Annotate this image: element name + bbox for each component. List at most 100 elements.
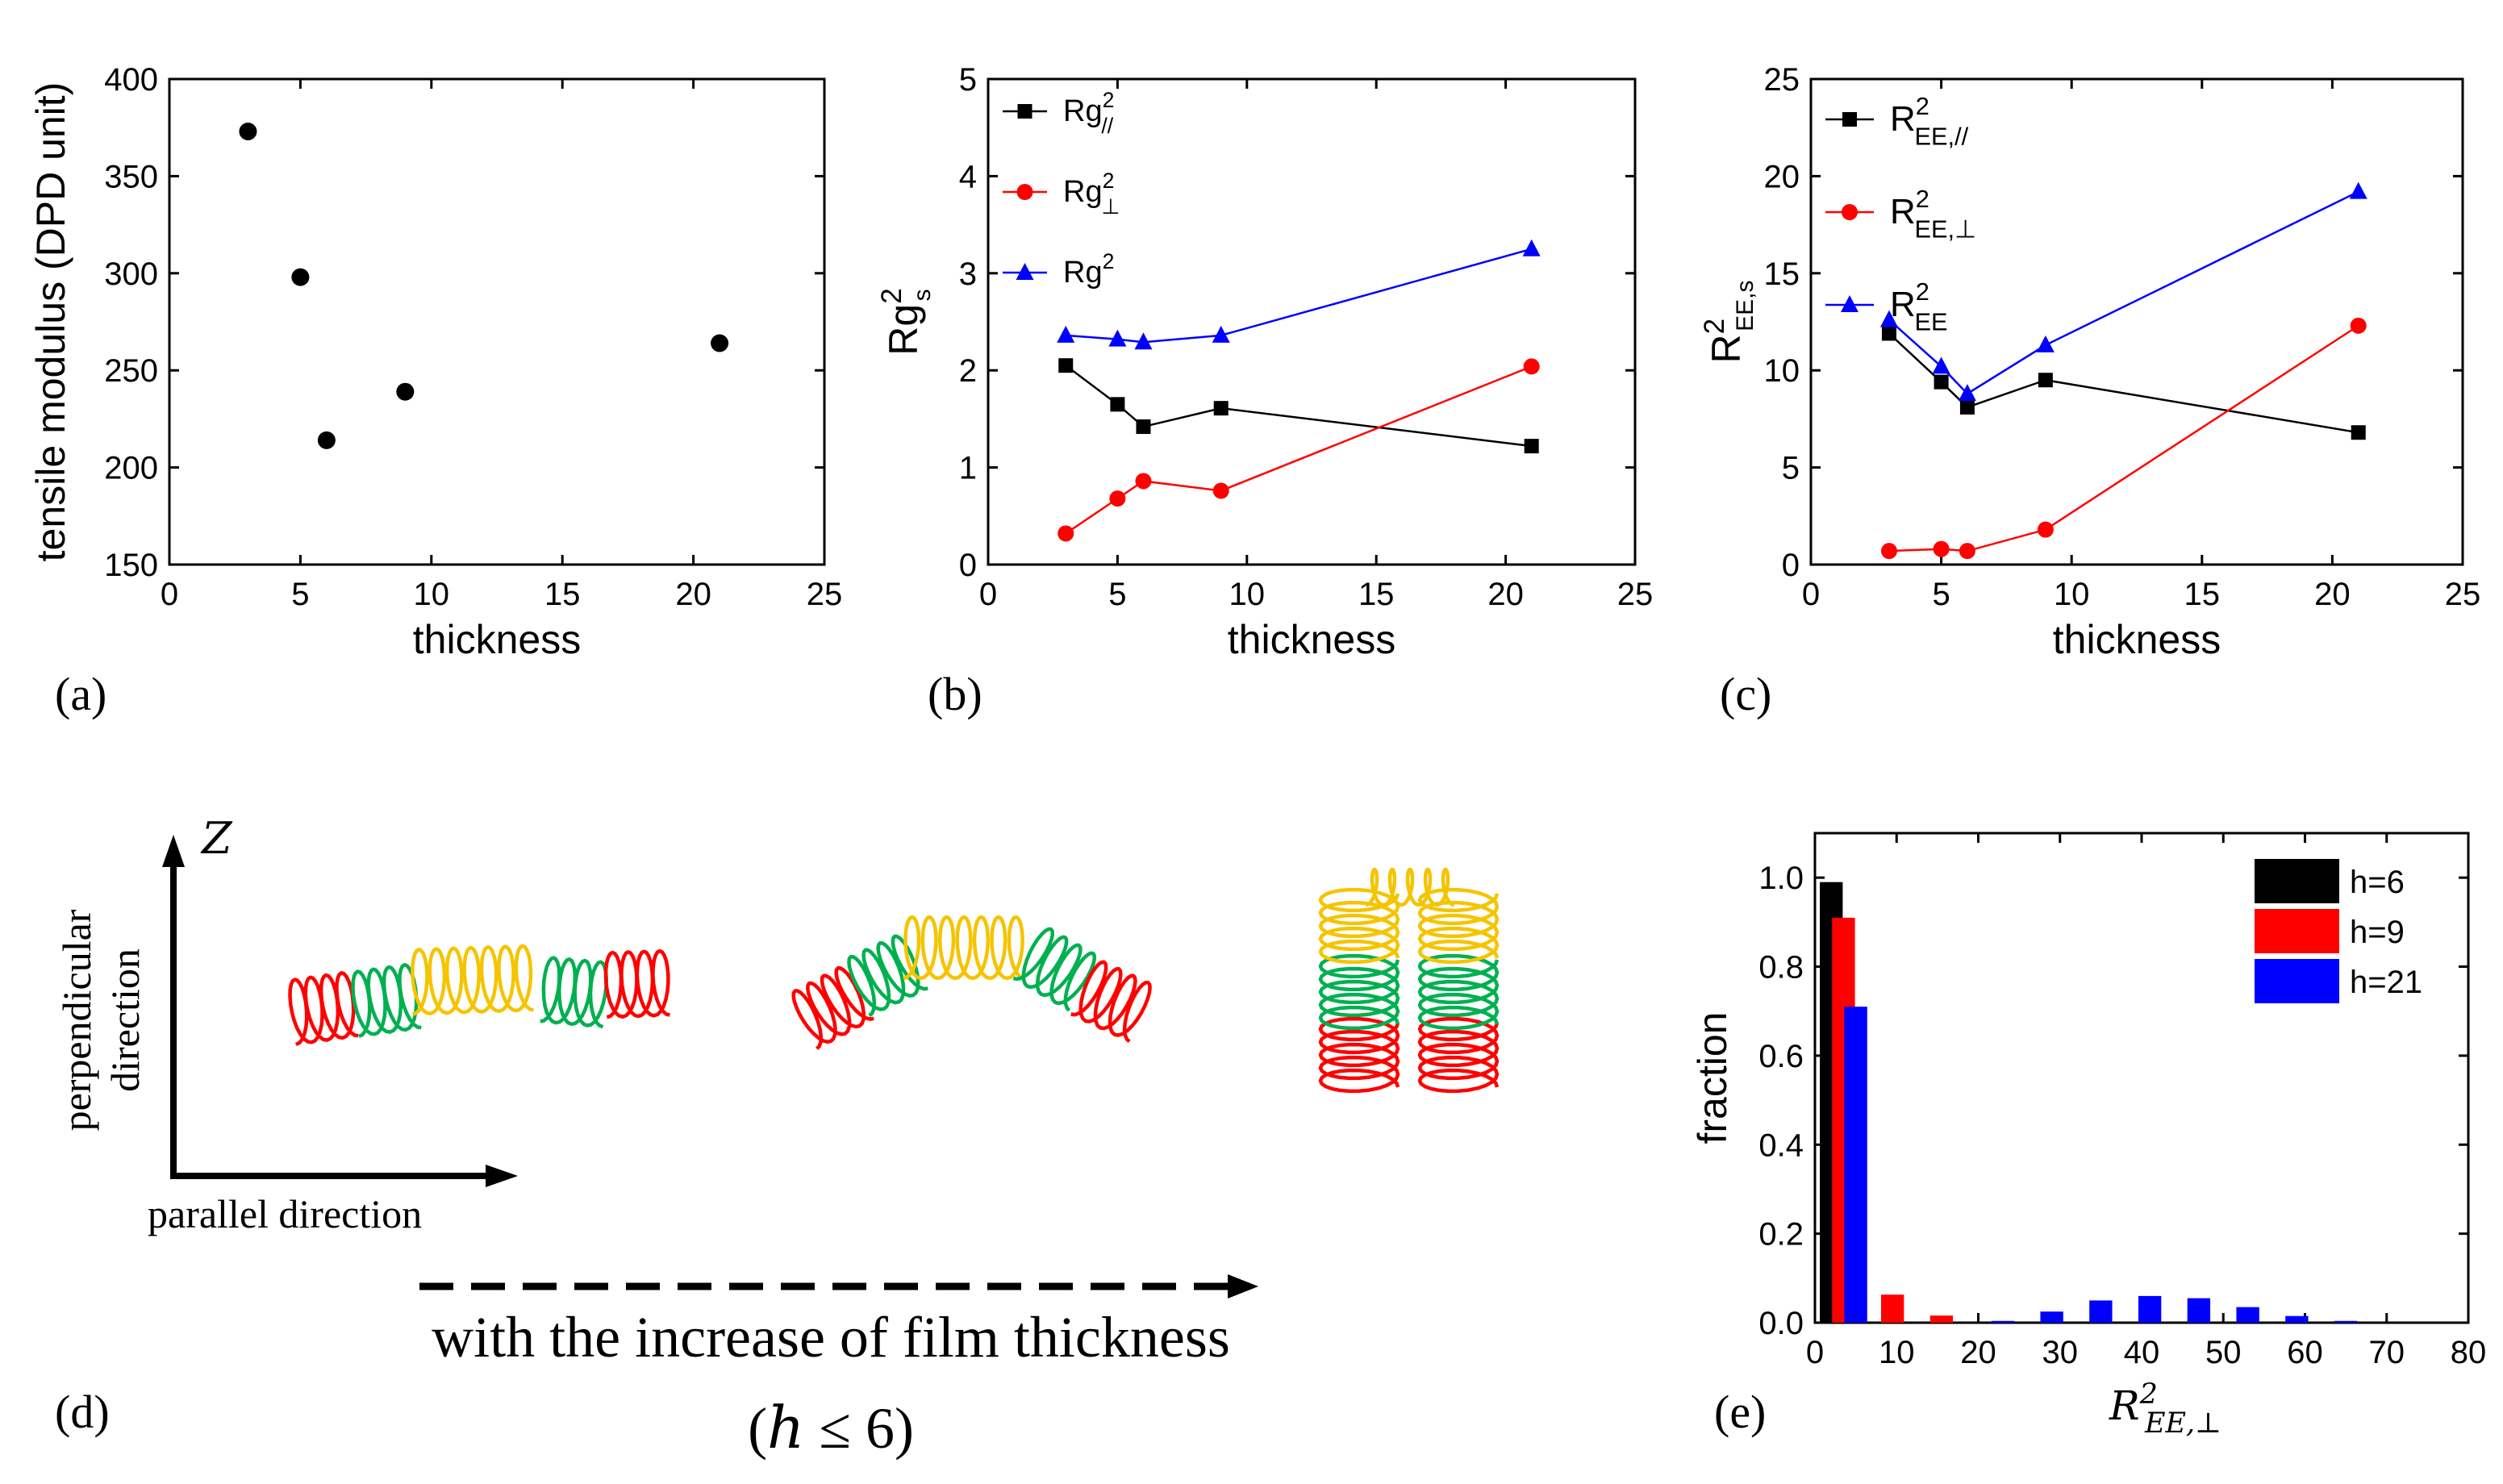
y-tick-label: 0.6 xyxy=(1758,1039,1804,1074)
x-axis-title: thickness xyxy=(1228,617,1395,662)
data-point xyxy=(1110,397,1125,412)
data-point xyxy=(2037,521,2054,538)
chain-coil-segment xyxy=(791,966,874,1050)
data-point xyxy=(2038,373,2053,388)
data-point xyxy=(1934,374,1949,390)
histogram-bar xyxy=(2334,1320,2358,1323)
x-tick-label: 70 xyxy=(2369,1335,2405,1370)
x-tick-label: 60 xyxy=(2287,1335,2323,1370)
legend-label: h=21 xyxy=(2350,965,2422,1000)
data-point xyxy=(2350,317,2367,334)
panel-d-schematic: Z perpendicular direction parallel direc… xyxy=(54,813,1500,1461)
data-point xyxy=(711,334,729,352)
histogram-bar xyxy=(2285,1315,2309,1323)
x-tick-label: 20 xyxy=(1487,577,1524,612)
x-tick-label: 5 xyxy=(1932,577,1950,612)
x-tick-label: 15 xyxy=(1358,577,1395,612)
data-point xyxy=(1932,356,1950,374)
chain-coil-segment xyxy=(1012,927,1097,1012)
direction-label: direction xyxy=(102,948,148,1092)
y-tick-label: 0.4 xyxy=(1758,1128,1804,1163)
panel-label-d: (d) xyxy=(55,1386,110,1438)
panel-label: (c) xyxy=(1720,668,1771,720)
x-tick-label: 25 xyxy=(1617,577,1654,612)
parallel-direction-label: parallel direction xyxy=(148,1191,422,1236)
x-tick-label: 0 xyxy=(1802,577,1820,612)
histogram-bar xyxy=(2089,1300,2113,1323)
legend-swatch xyxy=(2255,909,2339,953)
panel-a-tensile-modulus-chart: 0 5 10 15 20 25 150 200 250 300 350 400 (a) thickness… xyxy=(28,62,842,720)
legend-label: R2 EE xyxy=(1890,277,1948,336)
legend-marker xyxy=(1842,204,1858,220)
x-tick-label: 15 xyxy=(2184,577,2221,612)
x-tick-label: 0 xyxy=(1806,1335,1824,1370)
data-point xyxy=(291,268,310,286)
x-tick-label: 10 xyxy=(2054,577,2090,612)
y-tick-label: 1 xyxy=(959,451,977,486)
panel-e-histogram-chart: 0 10 20 30 40 50 60 70 80 0.0 0.2 0.4 0.6 0.8 1.0 (e) h=… xyxy=(1690,832,2487,1440)
x-tick-label: 50 xyxy=(2205,1335,2242,1370)
x-tick-label: 25 xyxy=(807,577,843,612)
x-tick-label: 80 xyxy=(2451,1335,2487,1370)
x-axis-title: thickness xyxy=(2053,617,2221,662)
data-point xyxy=(1109,490,1126,507)
chain-coil-segment xyxy=(1318,887,1400,965)
legend-marker xyxy=(1016,184,1033,200)
data-point xyxy=(1134,332,1153,350)
x-tick-label: 40 xyxy=(2124,1335,2160,1370)
y-tick-label: 250 xyxy=(104,353,158,389)
x-axis-title: thickness xyxy=(413,617,581,662)
y-axis-title: fraction xyxy=(1690,1012,1735,1144)
plot-frame xyxy=(1809,77,2464,566)
polymer-chain-coils xyxy=(288,867,1500,1094)
data-point xyxy=(2036,335,2055,352)
perpendicular-label: perpendicular xyxy=(54,909,99,1131)
y-tick-label: 0 xyxy=(1782,548,1800,583)
chain-coil-segment xyxy=(603,948,670,1019)
panel-c-ree-chart: 0 5 10 15 20 25 0 5 10 15 20 25 (c) R2 EE,// R2 EE,⊥ R2 EE… xyxy=(1699,62,2480,720)
legend-label: h=6 xyxy=(2350,865,2405,900)
x-tick-label: 30 xyxy=(2042,1335,2079,1370)
x-tick-label: 5 xyxy=(291,577,309,612)
legend-label: Rg2 ⊥ xyxy=(1063,169,1120,219)
histogram-bar xyxy=(2138,1295,2162,1323)
x-tick-label: 25 xyxy=(2445,577,2481,612)
legend-label: Rg2 xyxy=(1063,249,1114,290)
x-tick-label: 20 xyxy=(2314,577,2351,612)
chain-coil-segment xyxy=(1417,1016,1500,1094)
y-tick-label: 0.8 xyxy=(1758,950,1804,986)
plot-frame xyxy=(987,77,1637,566)
y-tick-label: 4 xyxy=(959,159,977,194)
data-point xyxy=(1879,310,1898,327)
z-axis-arrowhead xyxy=(162,835,185,867)
panel-label: (a) xyxy=(55,668,106,720)
legend-marker xyxy=(1016,263,1034,280)
histogram-bar xyxy=(1881,1294,1904,1323)
thickness-condition: (h ≤ 6) xyxy=(748,1394,914,1461)
x-tick-label: 10 xyxy=(1229,577,1266,612)
arrow-caption: with the increase of film thickness xyxy=(432,1305,1230,1369)
legend-marker xyxy=(1841,295,1858,312)
legend-label: R2 EE,⊥ xyxy=(1890,185,1976,243)
histogram-bar xyxy=(2187,1298,2211,1323)
y-tick-label: 20 xyxy=(1764,159,1800,194)
y-tick-label: 0 xyxy=(959,548,977,583)
data-point xyxy=(1213,401,1229,416)
histogram-bar xyxy=(2040,1311,2063,1323)
y-tick-label: 3 xyxy=(959,256,977,292)
legend-marker xyxy=(1017,104,1032,119)
y-axis-title: R2EE,s xyxy=(1699,281,1758,364)
chain-coil-segment xyxy=(1417,887,1500,965)
data-point xyxy=(1524,439,1539,454)
chain-coil-segment xyxy=(411,944,534,1016)
x-tick-label: 5 xyxy=(1108,577,1126,612)
data-point xyxy=(1212,482,1229,499)
data-point xyxy=(2351,425,2366,440)
panel-label: (b) xyxy=(928,668,982,720)
data-point xyxy=(317,431,336,449)
data-point xyxy=(1959,543,1975,560)
parallel-axis-arrowhead xyxy=(486,1165,518,1187)
x-axis-title: R2 EE,⊥ xyxy=(2109,1378,2221,1440)
x-tick-label: 20 xyxy=(675,577,711,612)
